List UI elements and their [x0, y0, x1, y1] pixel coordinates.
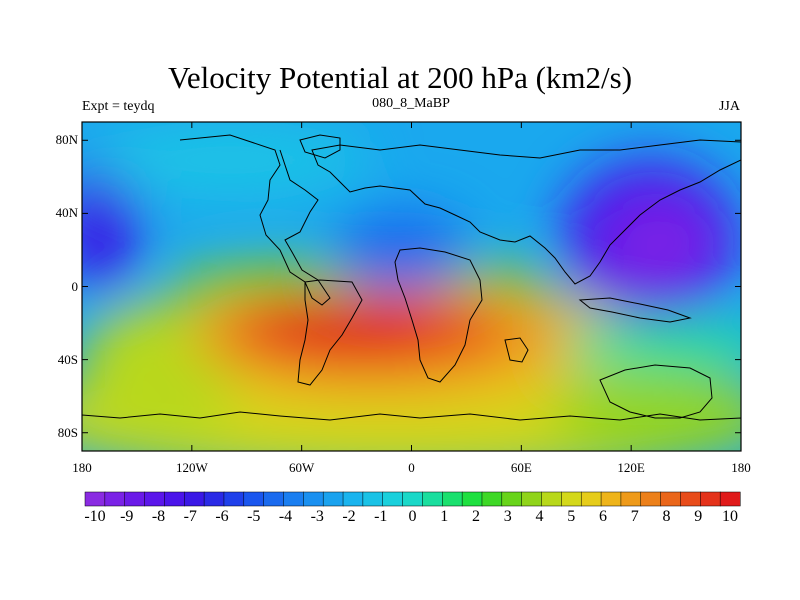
- colorbar-swatch: [521, 491, 543, 507]
- colorbar-swatch: [164, 491, 185, 507]
- colorbar-swatch: [303, 491, 324, 507]
- colorbar-swatch: [124, 491, 146, 507]
- coast-greenland: [299, 134, 341, 159]
- colorbar-label: -4: [278, 508, 293, 525]
- colorbar-label: 0: [408, 508, 417, 525]
- colorbar-label: -5: [247, 508, 261, 525]
- x-tick-label: 120E: [617, 460, 645, 475]
- colorbar-swatch: [144, 491, 165, 507]
- plot-title: Velocity Potential at 200 hPa (km2/s): [167, 60, 633, 95]
- colorbar-label: 7: [630, 508, 639, 525]
- field-pacific-low: [82, 155, 140, 295]
- x-tick-label: 60W: [289, 460, 315, 475]
- field-blobs: [82, 122, 741, 451]
- colorbar-label: -9: [120, 508, 134, 525]
- colorbar-swatch: [501, 491, 523, 507]
- coast-indonesia: [578, 297, 692, 323]
- colorbar-label: 9: [694, 508, 703, 525]
- colorbar-swatch: [442, 491, 463, 507]
- colorbar-swatch: [382, 491, 404, 507]
- coast-madagascar: [504, 337, 529, 363]
- coast-south-america: [297, 279, 363, 386]
- colorbar-label: 5: [567, 508, 576, 525]
- field-east-green: [540, 320, 741, 370]
- colorbar-swatch: [263, 491, 285, 507]
- y-tick-label: 0: [71, 278, 79, 294]
- x-tick-label: 180: [731, 460, 751, 475]
- colorbar-label: 6: [599, 508, 607, 525]
- colorbar-swatch: [402, 491, 423, 507]
- colorbar-swatch: [183, 491, 205, 507]
- colorbar-swatch: [640, 491, 662, 507]
- x-tick-label: 0: [408, 460, 415, 475]
- colorbar-swatch: [700, 491, 721, 507]
- coast-africa: [394, 247, 483, 383]
- colorbar-swatch: [461, 491, 483, 507]
- x-tick-label: 60E: [510, 460, 532, 475]
- field-layer: [82, 122, 741, 451]
- colorbar: [84, 491, 741, 507]
- experiment-label: Expt = teydq: [82, 99, 155, 114]
- colorbar-label: -8: [151, 508, 166, 525]
- colorbar-label: -3: [310, 508, 324, 525]
- colorbar-label: 3: [503, 508, 512, 525]
- y-tick-label: 80S: [57, 424, 78, 440]
- colorbar-label: 1: [440, 508, 449, 525]
- colorbar-label: -10: [84, 508, 106, 525]
- field-asia-min: [605, 200, 715, 290]
- colorbar-swatch: [362, 491, 384, 507]
- colorbar-swatch: [561, 491, 582, 507]
- coastlines: [82, 134, 741, 451]
- colorbar-swatch: [422, 491, 443, 507]
- colorbar-swatch: [719, 491, 741, 507]
- colorbar-swatch: [223, 491, 245, 507]
- season-label: JJA: [718, 99, 740, 114]
- colorbar-swatch: [620, 491, 642, 507]
- colorbar-label: 4: [535, 508, 544, 525]
- colorbar-label: -7: [183, 508, 197, 525]
- colorbar-swatch: [680, 491, 701, 507]
- field-south-east: [550, 370, 741, 450]
- colorbar-swatch: [322, 491, 344, 507]
- axis-ticks: [81, 122, 742, 451]
- colorbar-swatch: [481, 491, 503, 507]
- coast-eurasia: [311, 139, 741, 285]
- colorbar-label: -6: [215, 508, 229, 525]
- colorbar-swatch: [104, 491, 126, 507]
- colorbar-label: 2: [472, 508, 480, 525]
- colorbar-swatch: [203, 491, 225, 507]
- colorbar-swatch: [283, 491, 304, 507]
- y-tick-label: 40S: [57, 351, 78, 367]
- field-core-max: [260, 306, 440, 354]
- x-tick-label: 120W: [175, 460, 208, 475]
- colorbar-swatch: [243, 491, 265, 507]
- coast-north-america: [179, 134, 331, 306]
- colorbar-swatch: [342, 491, 364, 507]
- x-tick-label: 180: [72, 460, 92, 475]
- colorbar-swatch: [600, 491, 622, 507]
- colorbar-label: 10: [722, 508, 738, 525]
- colorbar-swatch: [84, 491, 106, 507]
- coast-antarctica: [82, 411, 741, 451]
- colorbar-label: -2: [342, 508, 356, 525]
- y-tick-label: 80N: [55, 132, 78, 148]
- colorbar-swatch: [660, 491, 682, 507]
- colorbar-swatch: [541, 491, 562, 507]
- y-tick-label: 40N: [55, 205, 78, 221]
- coast-australia: [599, 364, 713, 419]
- field-north-cyan: [90, 122, 370, 200]
- colorbar-label: 8: [662, 508, 671, 525]
- period-label: 080_8_MaBP: [372, 96, 450, 111]
- colorbar-label: -1: [374, 508, 388, 525]
- colorbar-swatch: [580, 491, 602, 507]
